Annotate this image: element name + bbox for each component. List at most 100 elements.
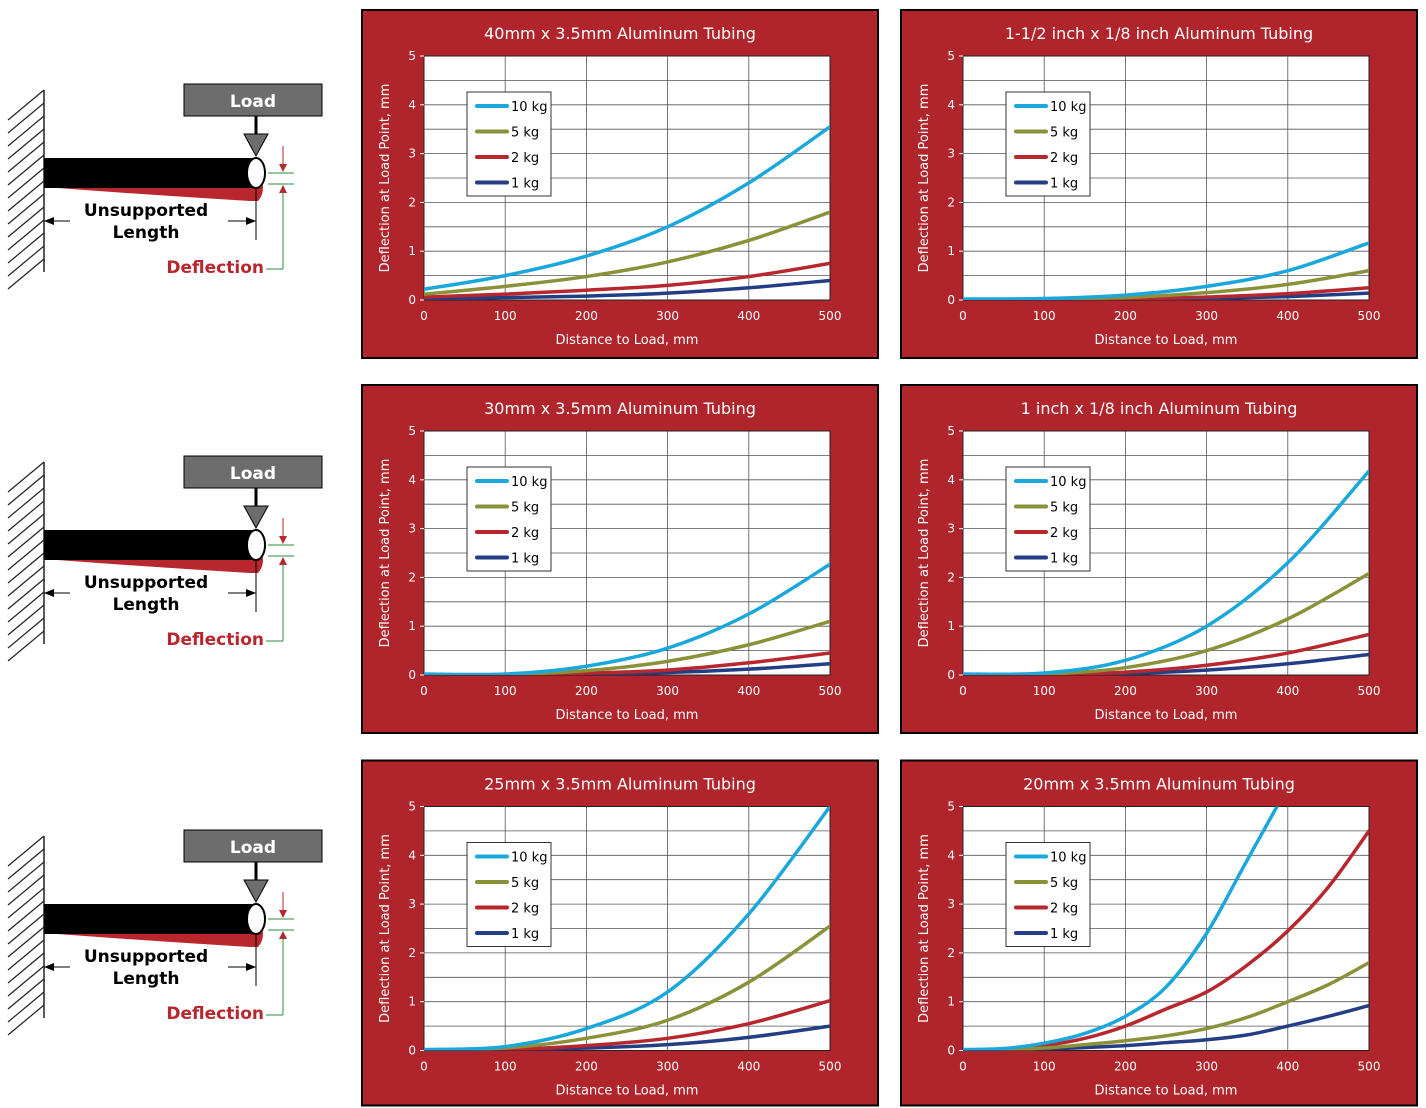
deflection-label: Deflection [166,258,264,278]
y-tick-label: 5 [947,424,955,438]
y-tick-label: 3 [947,147,955,161]
legend-label: 1 kg [511,177,539,192]
x-tick-label: 400 [1276,1060,1299,1074]
chart-title: 1 inch x 1/8 inch Aluminum Tubing [1021,399,1298,418]
y-axis-label: Deflection at Load Point, mm [917,834,932,1023]
legend-label: 2 kg [511,151,539,166]
x-tick-label: 200 [575,1060,598,1074]
legend-label: 1 kg [511,927,539,942]
x-tick-label: 100 [1033,684,1056,698]
series-lines [424,125,830,300]
legend-label: 10 kg [1050,475,1086,490]
length-label-line2: Length [113,223,180,243]
chart-title: 20mm x 3.5mm Aluminum Tubing [1023,775,1295,794]
legend-label: 10 kg [511,100,547,115]
x-tick-label: 500 [819,309,842,323]
legend-label: 5 kg [1050,126,1078,141]
x-tick-label: 300 [1195,684,1218,698]
x-tick-label: 200 [1114,1060,1137,1074]
chart-title: 25mm x 3.5mm Aluminum Tubing [484,775,756,794]
x-tick-label: 500 [819,684,842,698]
y-tick-label: 2 [408,946,416,960]
chart-40mm: 40mm x 3.5mm Aluminum Tubing 0 1 2 3 4 5 0 100 20… [361,9,879,359]
legend-label: 2 kg [511,526,539,541]
x-tick-label: 300 [1195,309,1218,323]
beam-end-circle [246,903,266,935]
y-tick-label: 2 [947,195,955,209]
x-tick-label: 500 [819,1060,842,1074]
x-tick-label: 500 [1358,309,1381,323]
legend-label: 2 kg [1050,151,1078,166]
chart-title: 30mm x 3.5mm Aluminum Tubing [484,399,756,418]
beam-end-circle [246,529,266,561]
load-arrow-head [243,505,269,530]
series-line-1-kg [424,278,830,300]
wall-hatching [7,461,45,662]
x-tick-label: 400 [1276,309,1299,323]
load-arrow-head [243,133,269,158]
x-tick-label: 300 [656,684,679,698]
length-arrow-right [246,589,256,597]
y-tick-label: 5 [947,49,955,63]
y-tick-label: 5 [947,800,955,814]
x-tick-label: 300 [656,309,679,323]
y-tick-label: 1 [947,619,955,633]
series-lines [424,806,830,1051]
deflection-arrow-top [279,910,287,918]
y-tick-label: 0 [408,1044,416,1058]
wall-hatching [7,835,45,1036]
legend-box [466,842,552,947]
legend: 10 kg 5 kg 2 kg 1 kg [1005,466,1091,572]
x-tick-label: 300 [656,1060,679,1074]
series-line-10-kg [963,469,1369,675]
series-line-2-kg [424,261,830,299]
x-tick-label: 500 [1358,684,1381,698]
series-line-5-kg [424,210,830,296]
x-tick-label: 100 [494,309,517,323]
y-axis-label: Deflection at Load Point, mm [917,459,932,648]
y-tick-label: 0 [947,293,955,307]
legend-label: 1 kg [1050,177,1078,192]
y-tick-label: 4 [408,98,416,112]
y-tick-label: 4 [947,848,955,862]
x-tick-label: 100 [1033,309,1056,323]
legend-box [1005,91,1091,197]
y-tick-label: 5 [408,800,416,814]
beam [44,530,256,560]
y-tick-label: 4 [408,473,416,487]
y-tick-label: 1 [947,995,955,1009]
y-tick-label: 3 [408,522,416,536]
chart-1-inch: 1 inch x 1/8 inch Aluminum Tubing0123450… [900,384,1418,734]
series-line-2-kg [424,651,830,675]
legend-label: 10 kg [1050,851,1086,866]
series-line-10-kg [963,241,1369,300]
y-axis-label: Deflection at Load Point, mm [378,459,393,648]
x-tick-label: 400 [737,1060,760,1074]
length-label-line1: Unsupported [84,201,208,221]
x-tick-label: 0 [959,1060,967,1074]
legend-label: 2 kg [1050,902,1078,917]
x-tick-label: 200 [1114,309,1137,323]
legend-label: 5 kg [511,501,539,516]
x-axis-label: Distance to Load, mm [1095,1084,1238,1099]
chart-1-5-inch: 1-1/2 inch x 1/8 inch Aluminum Tubing 0 1 2… [900,9,1418,359]
legend: 10 kg 5 kg 2 kg 1 kg [466,842,552,947]
y-tick-label: 3 [947,522,955,536]
length-label-line2: Length [113,595,180,615]
legend-box [466,91,552,197]
y-tick-label: 0 [947,1044,955,1058]
y-tick-label: 1 [947,244,955,258]
y-axis-label: Deflection at Load Point, mm [378,834,393,1023]
load-label: Load [230,92,276,112]
load-arrow-head [243,879,269,904]
y-tick-label: 5 [408,49,416,63]
x-tick-label: 200 [575,684,598,698]
x-tick-label: 100 [494,684,517,698]
y-tick-label: 2 [947,946,955,960]
legend-label: 5 kg [1050,501,1078,516]
legend-box [1005,842,1091,947]
wall-hatching [7,89,45,290]
length-arrow-left [44,963,54,971]
